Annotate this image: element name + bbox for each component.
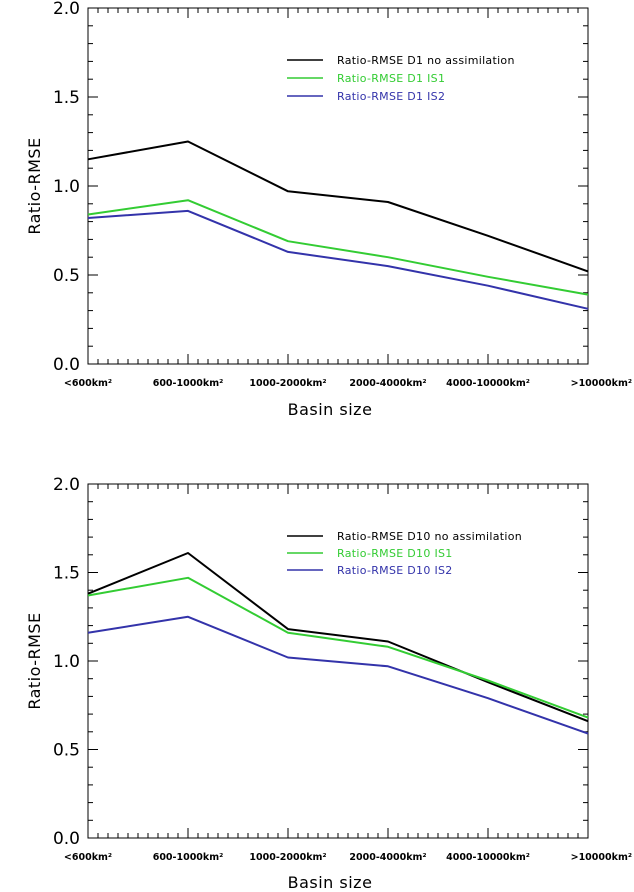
legend-label: Ratio-RMSE D10 no assimilation xyxy=(337,530,522,543)
x-axis-title: Basin size xyxy=(288,873,373,892)
series-line-2 xyxy=(87,576,589,719)
y-tick-label: 2.0 xyxy=(53,0,80,19)
y-tick-label: 0.0 xyxy=(53,829,80,849)
y-tick-label: 1.5 xyxy=(53,564,80,584)
series-line-3 xyxy=(87,209,589,310)
x-tick-label: <600km² xyxy=(64,378,112,389)
series-line-1 xyxy=(87,140,589,273)
y-axis-title: Ratio-RMSE xyxy=(25,137,44,234)
x-tick-label: 2000-4000km² xyxy=(349,852,426,863)
series-line-1 xyxy=(87,552,589,723)
y-tick-label: 1.0 xyxy=(53,177,80,197)
legend-label: Ratio-RMSE D10 IS1 xyxy=(337,547,453,560)
y-axis-title: Ratio-RMSE xyxy=(25,612,44,709)
chart-panel-1: 0.0 0.5 1.0 1.5 2.0 <600km² 600-1000km² 1000-20… xyxy=(25,0,632,419)
x-tick-label: 4000-10000km² xyxy=(446,852,530,863)
legend-label: Ratio-RMSE D1 no assimilation xyxy=(337,54,515,67)
x-tick-label: 600-1000km² xyxy=(153,378,224,389)
y-tick-label: 2.0 xyxy=(53,475,80,495)
x-tick-label: 1000-2000km² xyxy=(249,852,326,863)
x-tick-label: <600km² xyxy=(64,852,112,863)
x-tick-label: 600-1000km² xyxy=(153,852,224,863)
x-tick-label: >10000km² xyxy=(571,852,632,863)
series-line-2 xyxy=(87,199,589,296)
y-tick-label: 0.0 xyxy=(53,355,80,375)
legend-label: Ratio-RMSE D10 IS2 xyxy=(337,564,453,577)
x-tick-label: 2000-4000km² xyxy=(349,378,426,389)
legend-label: Ratio-RMSE D1 IS1 xyxy=(337,72,445,85)
y-tick-label: 0.5 xyxy=(53,266,80,286)
series-line-3 xyxy=(87,615,589,735)
legend: Ratio-RMSE D10 no assimilation Ratio-RMSE… xyxy=(287,530,522,577)
y-tick-label: 1.5 xyxy=(53,88,80,108)
legend-label: Ratio-RMSE D1 IS2 xyxy=(337,90,445,103)
x-axis-title: Basin size xyxy=(288,400,373,419)
legend: Ratio-RMSE D1 no assimilation Ratio-RMSE … xyxy=(287,54,515,103)
y-tick-label: 0.5 xyxy=(53,741,80,761)
y-tick-label: 1.0 xyxy=(53,652,80,672)
x-tick-label: >10000km² xyxy=(571,378,632,389)
x-tick-label: 1000-2000km² xyxy=(249,378,326,389)
x-tick-label: 4000-10000km² xyxy=(446,378,530,389)
chart-panel-2: 0.0 0.5 1.0 1.5 2.0 <600km² 600-1000km² 1000-20… xyxy=(25,475,632,892)
